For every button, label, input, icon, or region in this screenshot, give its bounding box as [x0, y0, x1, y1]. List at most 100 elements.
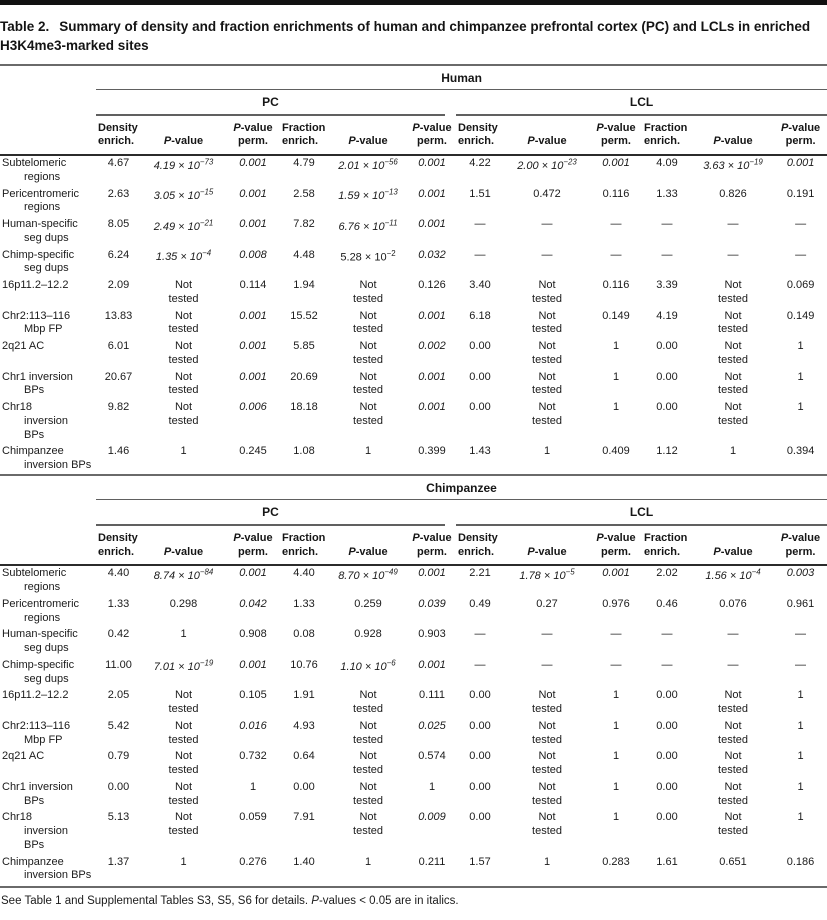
- row-label: Subtelomeric regions: [2, 157, 67, 183]
- data-cell: 0.001: [418, 401, 446, 414]
- data-cell: 0.00: [656, 401, 678, 414]
- data-cell: 0.00: [656, 780, 678, 793]
- data-cell: 3.40: [469, 279, 491, 292]
- data-cell: —: [795, 248, 807, 261]
- row-label: Chimpanzee inversion BPs: [2, 445, 92, 472]
- species-row: Human: [0, 65, 827, 91]
- data-cell: 3.05 × 10−15: [153, 187, 214, 203]
- data-cell: Not tested: [718, 750, 748, 776]
- data-cell: Not tested: [353, 370, 383, 397]
- data-cell: —: [795, 218, 807, 231]
- data-cell: 11.00: [105, 658, 132, 671]
- data-cell: 4.40: [293, 567, 315, 580]
- data-cell: Not tested: [353, 340, 383, 366]
- column-header: P-value perm.: [774, 116, 827, 156]
- data-row: 2q21 AC 0.79 Not tested 0.732 0.64 Not tested 0.…: [0, 749, 827, 780]
- data-cell: 0.001: [418, 309, 446, 322]
- data-cell: 0.574: [418, 750, 446, 763]
- data-cell: 0.00: [656, 750, 678, 763]
- data-cell: 0.006: [239, 401, 267, 414]
- data-cell: 0.149: [602, 309, 630, 322]
- data-cell: 7.01 × 10−19: [153, 658, 214, 674]
- data-cell: 0.49: [469, 597, 491, 610]
- data-cell: 0.016: [239, 719, 267, 732]
- data-cell: 0.001: [418, 658, 446, 671]
- data-cell: 6.24: [107, 248, 130, 261]
- column-header: Density enrich.: [456, 116, 504, 156]
- data-cell: Not tested: [532, 750, 562, 776]
- row-label: Pericentromeric regions: [2, 187, 80, 214]
- data-cell: Not tested: [168, 811, 199, 837]
- data-cell: 0.149: [786, 309, 815, 322]
- data-cell: 0.64: [293, 750, 315, 763]
- data-cell: 0.472: [533, 187, 561, 200]
- data-cell: 1: [543, 445, 551, 458]
- data-cell: 1: [797, 689, 804, 702]
- data-cell: Not tested: [532, 719, 562, 746]
- column-header: P-value perm.: [774, 526, 827, 566]
- data-cell: 3.39: [656, 279, 678, 292]
- data-cell: Not tested: [168, 750, 199, 776]
- data-row: 16p11.2–12.2 2.09 Not tested 0.114 1.94 Not tes…: [0, 278, 827, 309]
- data-cell: 0.399: [418, 445, 446, 458]
- data-cell: 0.001: [418, 567, 446, 580]
- data-cell: 4.93: [293, 719, 315, 732]
- data-cell: —: [474, 628, 486, 641]
- data-cell: 8.70 × 10−49: [338, 567, 398, 582]
- row-label: Human-specific seg dups: [2, 628, 78, 654]
- group-label-pc: PC: [96, 90, 445, 117]
- species-label: Human: [96, 66, 827, 91]
- data-cell: 0.976: [602, 597, 630, 610]
- data-cell: 0.651: [719, 855, 747, 868]
- data-cell: Not tested: [168, 309, 199, 336]
- data-row: Pericentromeric regions 2.63 3.05 × 10−15 0.…: [0, 186, 827, 217]
- bottom-rule: [0, 885, 827, 888]
- data-cell: 1: [364, 855, 372, 868]
- data-cell: 1: [729, 445, 737, 458]
- data-cell: 4.40: [107, 567, 130, 580]
- data-cell: 1.10 × 10−6: [340, 658, 396, 674]
- data-cell: 1: [612, 340, 620, 353]
- data-cell: 1: [797, 401, 804, 414]
- data-cell: 1.51: [469, 187, 491, 200]
- data-cell: 0.00: [656, 811, 678, 824]
- data-row: Chr2:113–116 Mbp FP 5.42 Not tested 0.016 4.93…: [0, 718, 827, 749]
- data-row: Human-specific seg dups 8.05 2.49 × 10−21 0.…: [0, 217, 827, 248]
- data-cell: Not tested: [353, 750, 383, 776]
- row-label: Chimp-specific seg dups: [2, 658, 75, 685]
- data-cell: 0.105: [239, 689, 267, 702]
- column-header: P-value: [692, 116, 774, 156]
- data-cell: 0.27: [536, 597, 558, 610]
- data-cell: 0.126: [418, 279, 446, 292]
- row-label: Pericentromeric regions: [2, 597, 80, 624]
- data-cell: 0.001: [239, 187, 267, 200]
- data-cell: 0.826: [719, 187, 747, 200]
- data-cell: 0.00: [293, 780, 315, 793]
- data-cell: 2.58: [293, 187, 315, 200]
- data-cell: 0.114: [239, 279, 267, 292]
- data-cell: 7.91: [293, 811, 315, 824]
- data-cell: 6.18: [469, 309, 491, 322]
- data-cell: 1: [797, 750, 804, 763]
- data-cell: 1.56 × 10−4: [705, 567, 761, 582]
- data-cell: 1.94: [293, 279, 315, 292]
- data-cell: 1: [612, 370, 620, 383]
- data-cell: 1: [797, 811, 804, 824]
- data-cell: 1: [797, 780, 804, 793]
- data-cell: 2.49 × 10−21: [153, 218, 214, 233]
- data-cell: 0.111: [419, 689, 445, 702]
- footnote: See Table 1 and Supplemental Tables S3, …: [1, 894, 459, 907]
- data-cell: 0.00: [469, 401, 491, 414]
- data-cell: 0.032: [418, 248, 446, 261]
- data-cell: 0.00: [656, 370, 678, 383]
- data-cell: 0.00: [656, 340, 678, 353]
- data-cell: 0.025: [418, 719, 446, 732]
- data-cell: —: [541, 248, 553, 261]
- data-cell: —: [661, 658, 673, 671]
- data-cell: 2.09: [107, 279, 130, 292]
- data-cell: 0.116: [602, 187, 630, 200]
- data-cell: —: [610, 218, 622, 231]
- data-cell: 0.003: [786, 567, 815, 580]
- data-cell: —: [610, 248, 622, 261]
- data-cell: 0.00: [469, 689, 491, 702]
